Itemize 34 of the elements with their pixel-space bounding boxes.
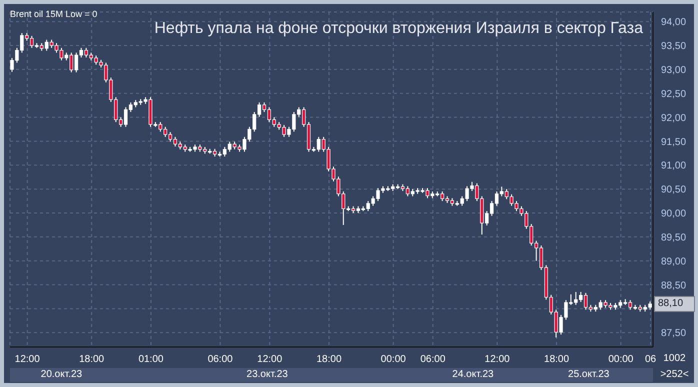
- y-tick-label: 87,50: [661, 328, 686, 340]
- text: 88,10: [654, 296, 695, 312]
- y-tick-label: 90,50: [661, 184, 686, 196]
- y-tick-label: 91,00: [661, 160, 686, 172]
- y-tick-label: 88,50: [661, 280, 686, 292]
- y-tick-label: 93,50: [661, 41, 686, 52]
- y-tick-label: 93,00: [661, 64, 686, 76]
- x-tick-label: 06:00: [420, 354, 446, 366]
- text: Нефть упала на фоне отсрочки вторжения Израиля в сектор Газа: [154, 20, 643, 38]
- text: 24.окт.23: [451, 369, 495, 380]
- x-tick-label: 18:00: [544, 354, 570, 366]
- x-tick-label: 01:00: [138, 354, 164, 366]
- chart-subtitle: Brent oil 15M Low = 0: [10, 9, 98, 19]
- x-tick-label: 12:00: [484, 354, 510, 366]
- text: 23.окт.23: [246, 369, 289, 380]
- x-tick-label: 00:00: [608, 354, 634, 366]
- y-tick-label: 94,00: [661, 17, 686, 28]
- y-tick-label: 91,50: [661, 136, 686, 148]
- text: 20.окт.23: [40, 369, 84, 380]
- x-tick-label: 12:00: [257, 354, 283, 366]
- y-tick-label: 89,50: [661, 232, 686, 244]
- y-tick-label: 92,50: [661, 88, 686, 100]
- y-tick-label: 90,00: [661, 208, 686, 220]
- text: 1002: [662, 353, 687, 364]
- x-tick-label: 06:00: [208, 354, 234, 366]
- text: >252<: [659, 369, 690, 380]
- x-tick-label: 18:00: [79, 354, 105, 366]
- x-tick-label: 18:00: [316, 354, 342, 366]
- x-tick-label: 12:00: [14, 354, 40, 366]
- y-tick-label: 92,00: [661, 112, 686, 124]
- x-tick-label: 06: [644, 354, 657, 366]
- y-tick-label: 89,00: [661, 256, 686, 268]
- x-tick-label: 00:00: [380, 354, 406, 366]
- text: 25.окт.23: [567, 369, 610, 380]
